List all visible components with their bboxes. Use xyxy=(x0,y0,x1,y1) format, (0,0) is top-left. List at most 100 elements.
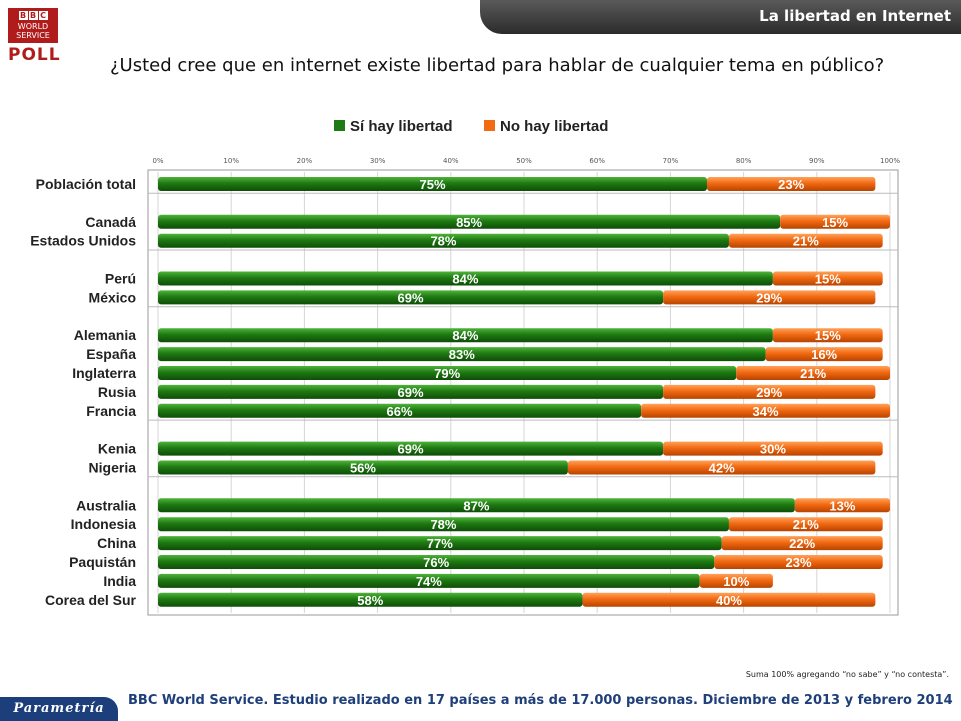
data-label-no: 21% xyxy=(800,366,826,381)
category-label: España xyxy=(86,346,136,362)
bar-si xyxy=(158,233,729,248)
category-label: Francia xyxy=(86,403,136,419)
x-tick-label: 50% xyxy=(516,157,532,165)
data-label-no: 40% xyxy=(716,593,742,608)
x-tick-label: 70% xyxy=(663,157,679,165)
bar-no xyxy=(765,347,883,362)
category-label: Corea del Sur xyxy=(45,592,137,608)
data-label-no: 15% xyxy=(815,328,841,343)
x-tick-label: 0% xyxy=(152,157,163,165)
bar-si xyxy=(158,290,664,305)
data-label-no: 21% xyxy=(793,517,819,532)
data-label-no: 34% xyxy=(753,404,779,419)
bar-si xyxy=(158,460,568,475)
data-label-si: 75% xyxy=(419,177,445,192)
data-label-no: 16% xyxy=(811,347,837,362)
logo-poll: POLL xyxy=(8,45,61,65)
legend-label-no: No hay libertad xyxy=(500,118,608,135)
bbc-poll-logo: B B C WORLD SERVICE POLL xyxy=(8,8,61,65)
logo-line2: SERVICE xyxy=(16,31,50,40)
data-label-si: 69% xyxy=(398,385,424,400)
data-label-si: 84% xyxy=(452,272,478,287)
data-label-si: 58% xyxy=(357,593,383,608)
data-label-no: 29% xyxy=(756,290,782,305)
category-label: Nigeria xyxy=(89,460,137,476)
bar-si xyxy=(158,403,642,418)
data-label-si: 76% xyxy=(423,555,449,570)
plot-area xyxy=(147,169,899,616)
bar-si xyxy=(158,498,795,513)
data-label-si: 83% xyxy=(449,347,475,362)
bar-no xyxy=(641,403,890,418)
category-label: Estados Unidos xyxy=(30,233,136,249)
data-label-si: 87% xyxy=(463,498,489,513)
bar-no xyxy=(582,592,876,607)
bar-si xyxy=(158,441,664,456)
x-tick-label: 20% xyxy=(297,157,313,165)
data-label-no: 21% xyxy=(793,234,819,249)
header-title: La libertad en Internet xyxy=(759,7,951,25)
category-label: Población total xyxy=(36,176,136,192)
bar-si xyxy=(158,517,729,532)
bar-no xyxy=(772,271,883,286)
data-label-si: 56% xyxy=(350,461,376,476)
bar-si xyxy=(158,573,700,588)
bar-no xyxy=(736,366,890,380)
bar-no xyxy=(699,573,773,588)
category-label: México xyxy=(89,289,136,305)
data-label-no: 23% xyxy=(785,555,811,570)
bar-no xyxy=(728,233,883,248)
data-label-si: 69% xyxy=(398,442,424,457)
bar-si xyxy=(158,347,766,362)
data-label-si: 69% xyxy=(398,290,424,305)
category-label: Alemania xyxy=(74,327,136,343)
data-label-si: 79% xyxy=(434,366,460,381)
category-label: Indonesia xyxy=(71,516,137,532)
logo-letter: B xyxy=(28,11,38,20)
data-label-si: 84% xyxy=(452,328,478,343)
category-label: Paquistán xyxy=(69,554,136,570)
category-label: Perú xyxy=(105,271,136,287)
category-label: India xyxy=(103,573,136,589)
bar-si xyxy=(158,536,722,551)
bar-no xyxy=(707,177,876,191)
header-bar: La libertad en Internet xyxy=(480,0,961,34)
data-label-no: 10% xyxy=(723,574,749,589)
x-tick-label: 80% xyxy=(736,157,752,165)
bar-si xyxy=(158,366,737,380)
data-label-si: 78% xyxy=(430,234,456,249)
bar-no xyxy=(721,536,883,551)
legend-swatch-no xyxy=(484,120,495,131)
data-label-si: 78% xyxy=(430,517,456,532)
bar-si xyxy=(158,271,773,286)
category-label: Canadá xyxy=(85,214,136,230)
data-label-no: 15% xyxy=(822,215,848,230)
bar-no xyxy=(772,328,883,343)
data-label-no: 15% xyxy=(815,272,841,287)
stacked-bar-chart: Sí hay libertad No hay libertad 0% 10% 20% 30… xyxy=(30,118,900,616)
bar-no xyxy=(663,384,876,399)
footer-note: Suma 100% agregando “no sabe” y “no cont… xyxy=(745,670,949,679)
logo-letter: C xyxy=(38,11,48,20)
category-label: China xyxy=(97,535,136,551)
bar-si xyxy=(158,328,773,343)
category-label: Australia xyxy=(76,497,136,513)
data-label-si: 66% xyxy=(387,404,413,419)
x-tick-label: 10% xyxy=(223,157,239,165)
bar-no xyxy=(794,498,890,513)
data-label-no: 29% xyxy=(756,385,782,400)
category-label: Inglaterra xyxy=(72,365,136,381)
category-label: Rusia xyxy=(98,384,136,400)
x-tick-label: 100% xyxy=(880,157,900,165)
question-text: ¿Usted cree que en internet existe liber… xyxy=(110,55,885,76)
bar-no xyxy=(714,555,883,569)
data-label-no: 23% xyxy=(778,177,804,192)
bar-no xyxy=(663,290,876,305)
footer-source: BBC World Service. Estudio realizado en … xyxy=(128,693,953,708)
data-label-si: 85% xyxy=(456,215,482,230)
data-label-no: 13% xyxy=(829,498,855,513)
legend-label-si: Sí hay libertad xyxy=(350,118,453,135)
data-label-si: 77% xyxy=(427,536,453,551)
bar-si xyxy=(158,592,583,607)
bar-no xyxy=(567,460,876,475)
